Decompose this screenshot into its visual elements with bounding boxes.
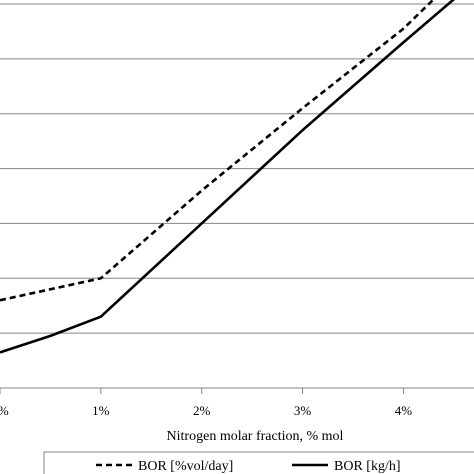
legend-label-1: BOR [%vol/day] — [138, 459, 233, 474]
x-tick-label: 1% — [92, 403, 110, 418]
gridlines — [0, 3, 474, 334]
x-tick-label: 4% — [395, 403, 413, 418]
x-tick-label: 2% — [193, 403, 211, 418]
legend-label-2: BOR [kg/h] — [334, 459, 401, 474]
x-tick-label: 0% — [0, 403, 9, 418]
legend: BOR [%vol/day] BOR [kg/h] — [96, 459, 401, 474]
x-axis-title: Nitrogen molar fraction, % mol — [167, 429, 344, 444]
x-axis-ticks: 0% 1% 2% 3% 4% — [0, 388, 412, 418]
legend-box — [43, 451, 474, 474]
series-lines — [0, 0, 456, 354]
x-tick-label: 3% — [294, 403, 312, 418]
series-line-2 — [0, 0, 456, 354]
series-line-1 — [0, 0, 435, 302]
